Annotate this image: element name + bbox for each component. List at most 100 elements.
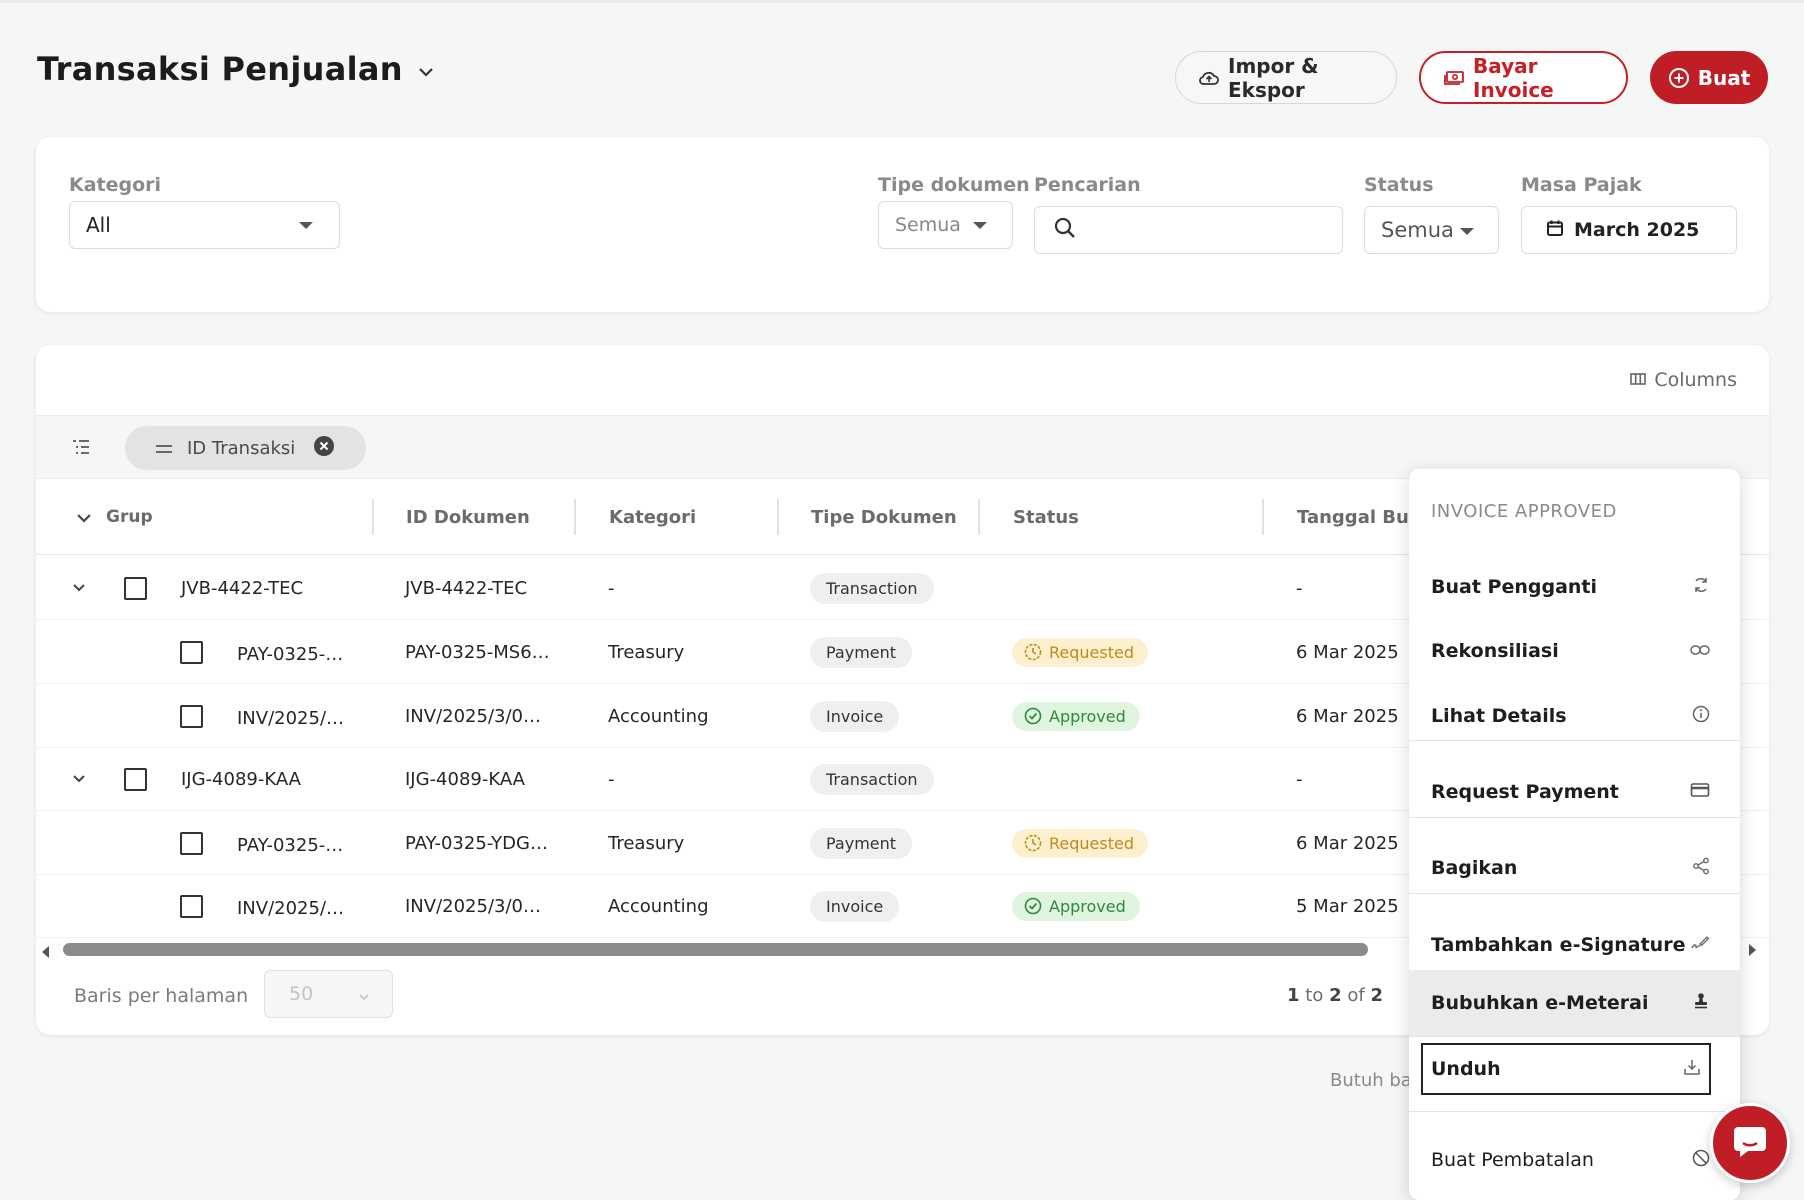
drag-handle-icon[interactable] [155,438,173,459]
kategori-select[interactable]: All [69,201,340,249]
column-divider[interactable] [372,499,374,535]
tipe-dokumen-value: Semua [895,214,961,236]
status-badge: Requested [1012,828,1148,858]
create-button[interactable]: Buat [1650,51,1768,104]
masa-pajak-picker[interactable]: March 2025 [1521,206,1737,254]
table-row[interactable]: INV/2025/… INV/2025/3/0… Accounting Invo… [36,874,1769,938]
search-label: Pencarian [1034,174,1141,196]
menu-item-rekonsiliasi[interactable]: Rekonsiliasi [1409,626,1740,676]
chat-widget-button[interactable] [1710,1103,1790,1183]
menu-item-request-payment[interactable]: Request Payment [1409,767,1740,817]
menu-item-label: Request Payment [1431,781,1619,803]
caret-down-icon [1460,228,1474,235]
column-divider[interactable] [777,499,779,535]
menu-item-label: Buat Pengganti [1431,576,1598,598]
menu-item-label: Rekonsiliasi [1431,640,1559,662]
th-kategori[interactable]: Kategori [609,506,697,528]
cell-status: Approved [1012,874,1140,938]
menu-item-bagikan[interactable]: Bagikan [1409,843,1740,893]
status-text: Requested [1049,833,1134,853]
remove-chip-icon[interactable] [313,435,335,462]
download-icon [1683,1058,1701,1081]
table-row[interactable]: PAY-0325-… PAY-0325-YDG… Treasury Paymen… [36,811,1769,875]
page-header: Transaksi Penjualan [37,50,435,88]
pagination-summary: 1 to 2 of 2 [1287,985,1383,1006]
menu-item-label: Unduh [1431,1058,1501,1080]
cell-id-dokumen[interactable]: INV/2025/3/0… [405,705,541,727]
th-status[interactable]: Status [1013,506,1079,528]
th-grup[interactable]: Grup [106,507,153,527]
menu-item-unduh-wrapper: Unduh [1409,1042,1740,1096]
rows-per-page-value: 50 [289,983,314,1005]
menu-item-buat-pengganti[interactable]: Buat Pengganti [1409,562,1740,612]
cell-grup: PAY-0325-… [237,834,344,856]
status-badge: Requested [1012,637,1148,667]
cell-tipe: Invoice [810,684,900,748]
table-header: Grup ID Dokumen Kategori Tipe Dokumen St… [36,479,1769,555]
collapse-all-icon[interactable] [76,509,92,528]
row-checkbox[interactable] [180,620,203,684]
chevron-down-icon[interactable] [417,63,435,82]
search-icon [1053,216,1077,245]
row-checkbox[interactable] [124,556,147,620]
table-row[interactable]: IJG-4089-KAA IJG-4089-KAA - Transaction … [36,747,1769,811]
menu-item-unduh[interactable]: Unduh [1421,1043,1711,1095]
menu-divider [1409,740,1740,741]
cell-id-dokumen[interactable]: PAY-0325-MS6… [405,641,550,663]
table-row[interactable]: PAY-0325-… PAY-0325-MS6… Treasury Paymen… [36,620,1769,684]
kategori-label: Kategori [69,174,162,196]
th-tanggal[interactable]: Tanggal Bua [1297,506,1421,528]
scrollbar-thumb[interactable] [63,943,1368,956]
help-text[interactable]: Butuh ba [1330,1070,1412,1091]
pager-to-word: to [1305,985,1324,1006]
caret-down-icon [973,222,987,229]
columns-button[interactable]: Columns [1630,369,1737,391]
column-divider[interactable] [1262,499,1264,535]
group-chip[interactable]: ID Transaksi [125,426,366,470]
cell-tanggal: 6 Mar 2025 [1296,705,1399,727]
expand-toggle-icon[interactable] [71,747,87,811]
rows-per-page-select[interactable]: 50 [264,970,393,1018]
cell-id-dokumen[interactable]: IJG-4089-KAA [405,768,525,790]
menu-item-bubuhkan-e-meterai[interactable]: Bubuhkan e-Meterai [1409,970,1740,1036]
th-id-dokumen[interactable]: ID Dokumen [406,506,530,528]
cell-id-dokumen[interactable]: PAY-0325-YDG… [405,832,548,854]
pager-to: 2 [1329,985,1342,1006]
status-select[interactable]: Semua [1364,206,1499,254]
table-row[interactable]: INV/2025/… INV/2025/3/0… Accounting Invo… [36,684,1769,748]
cloud-icon [1198,69,1220,87]
search-input[interactable] [1034,206,1343,254]
cell-id-dokumen[interactable]: JVB-4422-TEC [405,577,528,599]
tipe-dokumen-label: Tipe dokumen [878,174,1030,196]
row-checkbox[interactable] [180,874,203,938]
status-label: Status [1364,174,1434,196]
expand-toggle-icon[interactable] [71,556,87,620]
link-icon [1690,640,1710,662]
tipe-pill: Invoice [810,700,900,732]
cell-id-dokumen[interactable]: INV/2025/3/0… [405,895,541,917]
scroll-right-icon[interactable] [1747,941,1757,960]
horizontal-scrollbar[interactable] [36,937,1769,961]
column-divider[interactable] [978,499,980,535]
status-badge: Approved [1012,701,1140,731]
cell-status: Requested [1012,620,1148,684]
menu-item-lihat-details[interactable]: Lihat Details [1409,691,1740,741]
row-checkbox[interactable] [124,747,147,811]
pay-invoice-button[interactable]: Bayar Invoice [1419,51,1628,104]
scroll-left-icon[interactable] [41,943,51,962]
group-list-icon[interactable] [71,438,91,460]
th-tipe-dokumen[interactable]: Tipe Dokumen [811,506,957,528]
menu-item-tambahkan-e-signature[interactable]: Tambahkan e-Signature [1409,920,1740,970]
table-row[interactable]: JVB-4422-TEC JVB-4422-TEC - Transaction … [36,556,1769,620]
column-divider[interactable] [574,499,576,535]
rows-per-page-label: Baris per halaman [74,985,249,1007]
columns-label: Columns [1654,369,1737,391]
row-checkbox[interactable] [180,811,203,875]
tipe-dokumen-select[interactable]: Semua [878,201,1013,249]
import-export-button[interactable]: Impor & Ekspor [1175,51,1397,104]
row-checkbox[interactable] [180,684,203,748]
caret-down-icon [299,222,313,229]
menu-item-buat-pembatalan[interactable]: Buat Pembatalan [1409,1135,1740,1185]
cell-grup: JVB-4422-TEC [181,577,304,599]
header-actions: Impor & Ekspor Bayar Invoice Buat [1175,51,1768,104]
